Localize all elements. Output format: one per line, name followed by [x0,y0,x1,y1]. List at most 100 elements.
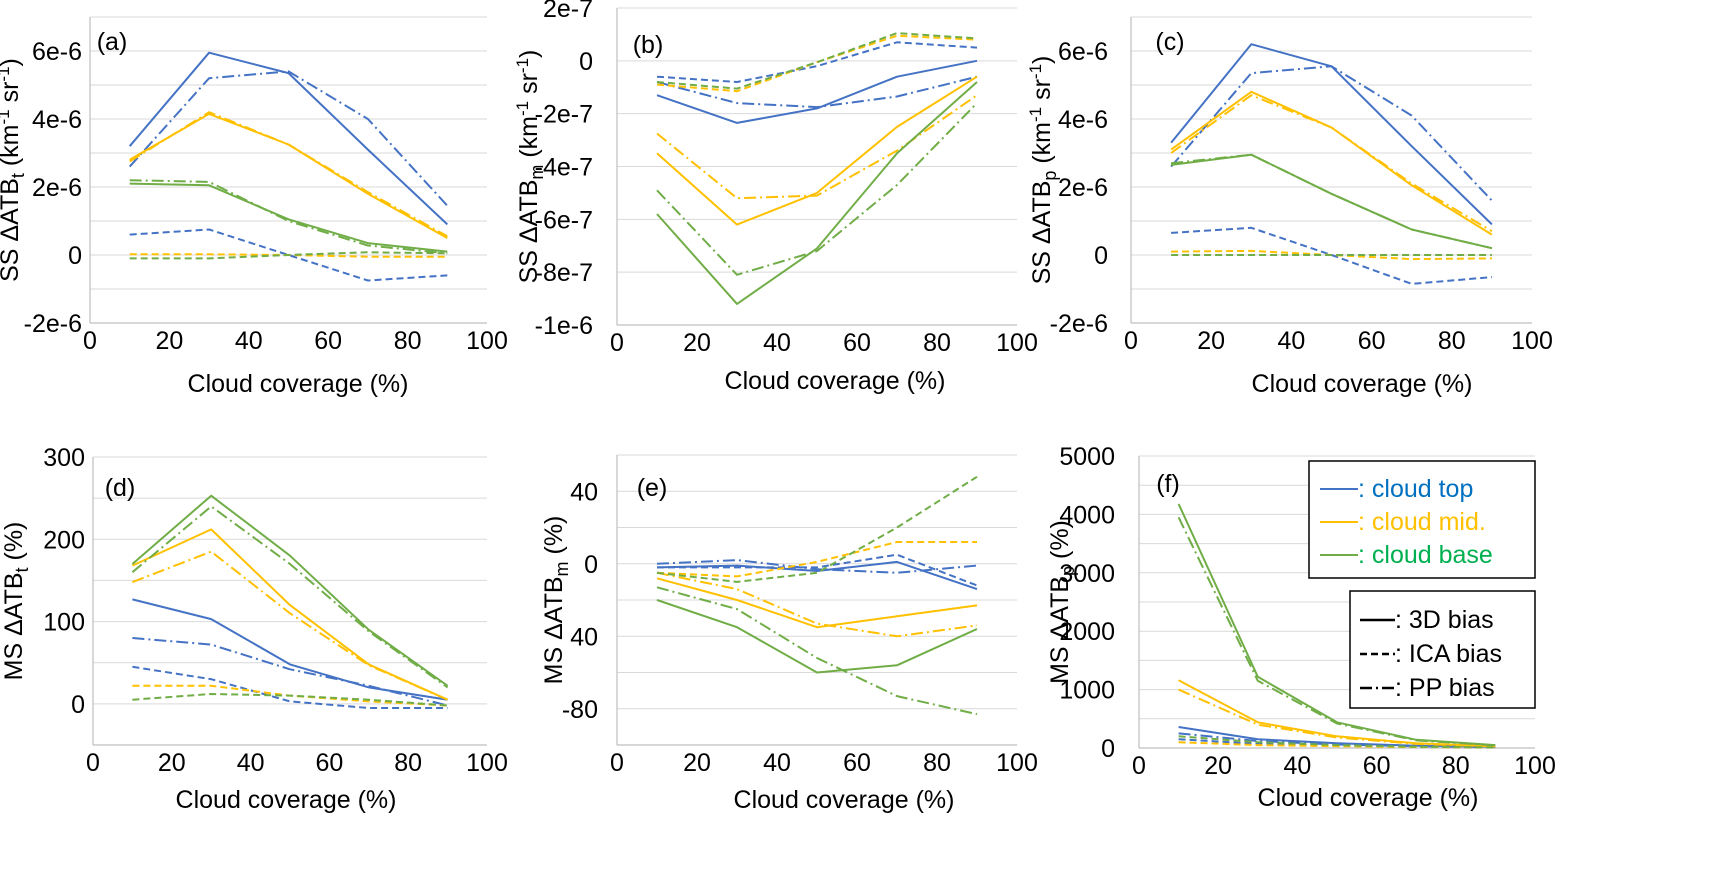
x-tick-label: 100 [996,329,1038,357]
x-tick-label: 100 [1511,327,1553,355]
series-line-base-pp [656,102,978,276]
y-tick-label: 40 [570,478,598,506]
series-line-base-3d [656,81,978,305]
panel-label: (c) [1155,28,1184,56]
legend-label-base: : cloud base [1358,541,1493,569]
y-tick-label: 40 [570,623,598,651]
y-axis-label: SS ΔATBp (km-1 sr-1) [1026,56,1060,285]
series-line-base-pp [1177,516,1496,747]
series-line-mid-pp [132,550,449,701]
x-tick-label: 40 [1277,327,1305,355]
x-tick-label: 20 [1204,752,1232,780]
series-line-mid-pp [656,94,978,200]
legend: : cloud top: cloud mid.: cloud base: 3D … [1308,460,1536,709]
x-tick-label: 0 [610,329,624,357]
y-tick-label: -2e-6 [1050,310,1108,338]
series-line-base-3d [131,494,449,687]
x-tick-label: 100 [466,327,508,355]
x-tick-label: 60 [1363,752,1391,780]
y-tick-label: -4e-7 [535,154,593,182]
x-tick-label: 0 [1124,327,1138,355]
x-tick-label: 0 [1132,752,1146,780]
series-line-top-3d [656,59,978,124]
series-line-mid-ica [656,34,978,93]
x-axis-label: Cloud coverage (%) [176,786,397,814]
x-tick-label: 0 [83,327,97,355]
x-tick-label: 60 [1358,327,1386,355]
x-tick-label: 40 [237,749,265,777]
series-line-top-pp [656,75,978,109]
panel-label: (f) [1156,470,1180,498]
series-line-mid-3d [656,577,978,629]
y-tick-label: 2e-6 [32,174,82,202]
chart-panel-e: 0 20 40 60 80 100 -80 40 0 40 Cloud coverage (%) MS… [540,454,1038,814]
x-tick-label: 80 [923,749,951,777]
series-line-mid-pp [1170,94,1493,233]
y-tick-label: 100 [43,609,85,637]
x-tick-label: 60 [843,749,871,777]
series-line-base-pp [656,586,978,716]
series-line-mid-3d [1170,90,1493,236]
chart-panel-c: 0 20 40 60 80 100 -2e-6 0 2e-6 4e-6 6e-6 Cloud cove… [1026,16,1553,398]
chart-panel-b: 0 20 40 60 80 100 -1e-6 -8e-7 -6e-7 -4e-7 -2e-7 0 2e… [513,0,1038,395]
x-tick-label: 0 [86,749,100,777]
y-tick-label: 6e-6 [32,38,82,66]
x-tick-label: 40 [1283,752,1311,780]
x-tick-label: 80 [394,327,422,355]
x-tick-label: 80 [923,329,951,357]
panel-label: (d) [105,474,136,502]
legend-colors-box [1308,460,1536,579]
x-tick-label: 40 [763,749,791,777]
legend-label-ica: : ICA bias [1395,640,1502,668]
series-line-top-3d [1170,43,1493,226]
y-tick-label: 200 [43,526,85,554]
series-line-mid-pp [129,111,448,238]
x-tick-label: 40 [763,329,791,357]
panel-label: (e) [637,474,668,502]
x-tick-label: 20 [158,749,186,777]
y-axis-label: SS ΔATBm (km-1 sr-1) [513,50,547,284]
y-tick-label: 5000 [1059,443,1115,471]
x-axis-label: Cloud coverage (%) [1258,784,1479,812]
x-axis-label: Cloud coverage (%) [188,370,409,398]
y-tick-label: 0 [584,551,598,579]
series-line-base-3d [129,182,448,253]
series-line-mid-3d [656,75,978,226]
y-tick-label: -8e-7 [535,259,593,287]
y-tick-label: 2e-6 [1058,174,1108,202]
y-tick-label: -2e-7 [535,101,593,129]
y-tick-label: 0 [1101,735,1115,763]
x-tick-label: 0 [610,749,624,777]
legend-label-3d: : 3D bias [1395,606,1494,634]
series-line-top-ica [657,553,978,587]
series-line-top-3d [128,51,448,226]
series-line-base-pp [1170,153,1493,250]
legend-styles-box [1349,590,1536,709]
y-tick-label: 1000 [1059,677,1115,705]
series-line-top-pp [132,637,448,707]
y-tick-label: 0 [1094,242,1108,270]
series-line-top-pp [128,70,449,207]
x-tick-label: 20 [155,327,183,355]
chart-panel-d: 0 20 40 60 80 100 0 100 200 300 Cloud coverage (%)… [0,444,508,814]
series-line-base-pp [129,179,448,255]
series-line-top-pp [656,559,978,574]
x-tick-label: 100 [1514,752,1556,780]
x-tick-label: 60 [843,329,871,357]
series-line-mid-ica [656,541,977,578]
y-tick-label: 2000 [1059,618,1115,646]
y-tick-label: -2e-6 [24,310,82,338]
series-line-top-ica [132,665,448,709]
x-tick-label: 80 [1442,752,1470,780]
series-line-mid-3d [131,528,449,701]
x-tick-label: 40 [235,327,263,355]
y-tick-label: 2e-7 [543,0,593,23]
series-line-base-ica [132,693,448,707]
x-tick-label: 60 [314,327,342,355]
legend-label-top: : cloud top [1358,475,1473,503]
series-line-base-ica [656,32,978,90]
series-line-mid-pp [1178,688,1496,748]
x-tick-label: 20 [683,749,711,777]
